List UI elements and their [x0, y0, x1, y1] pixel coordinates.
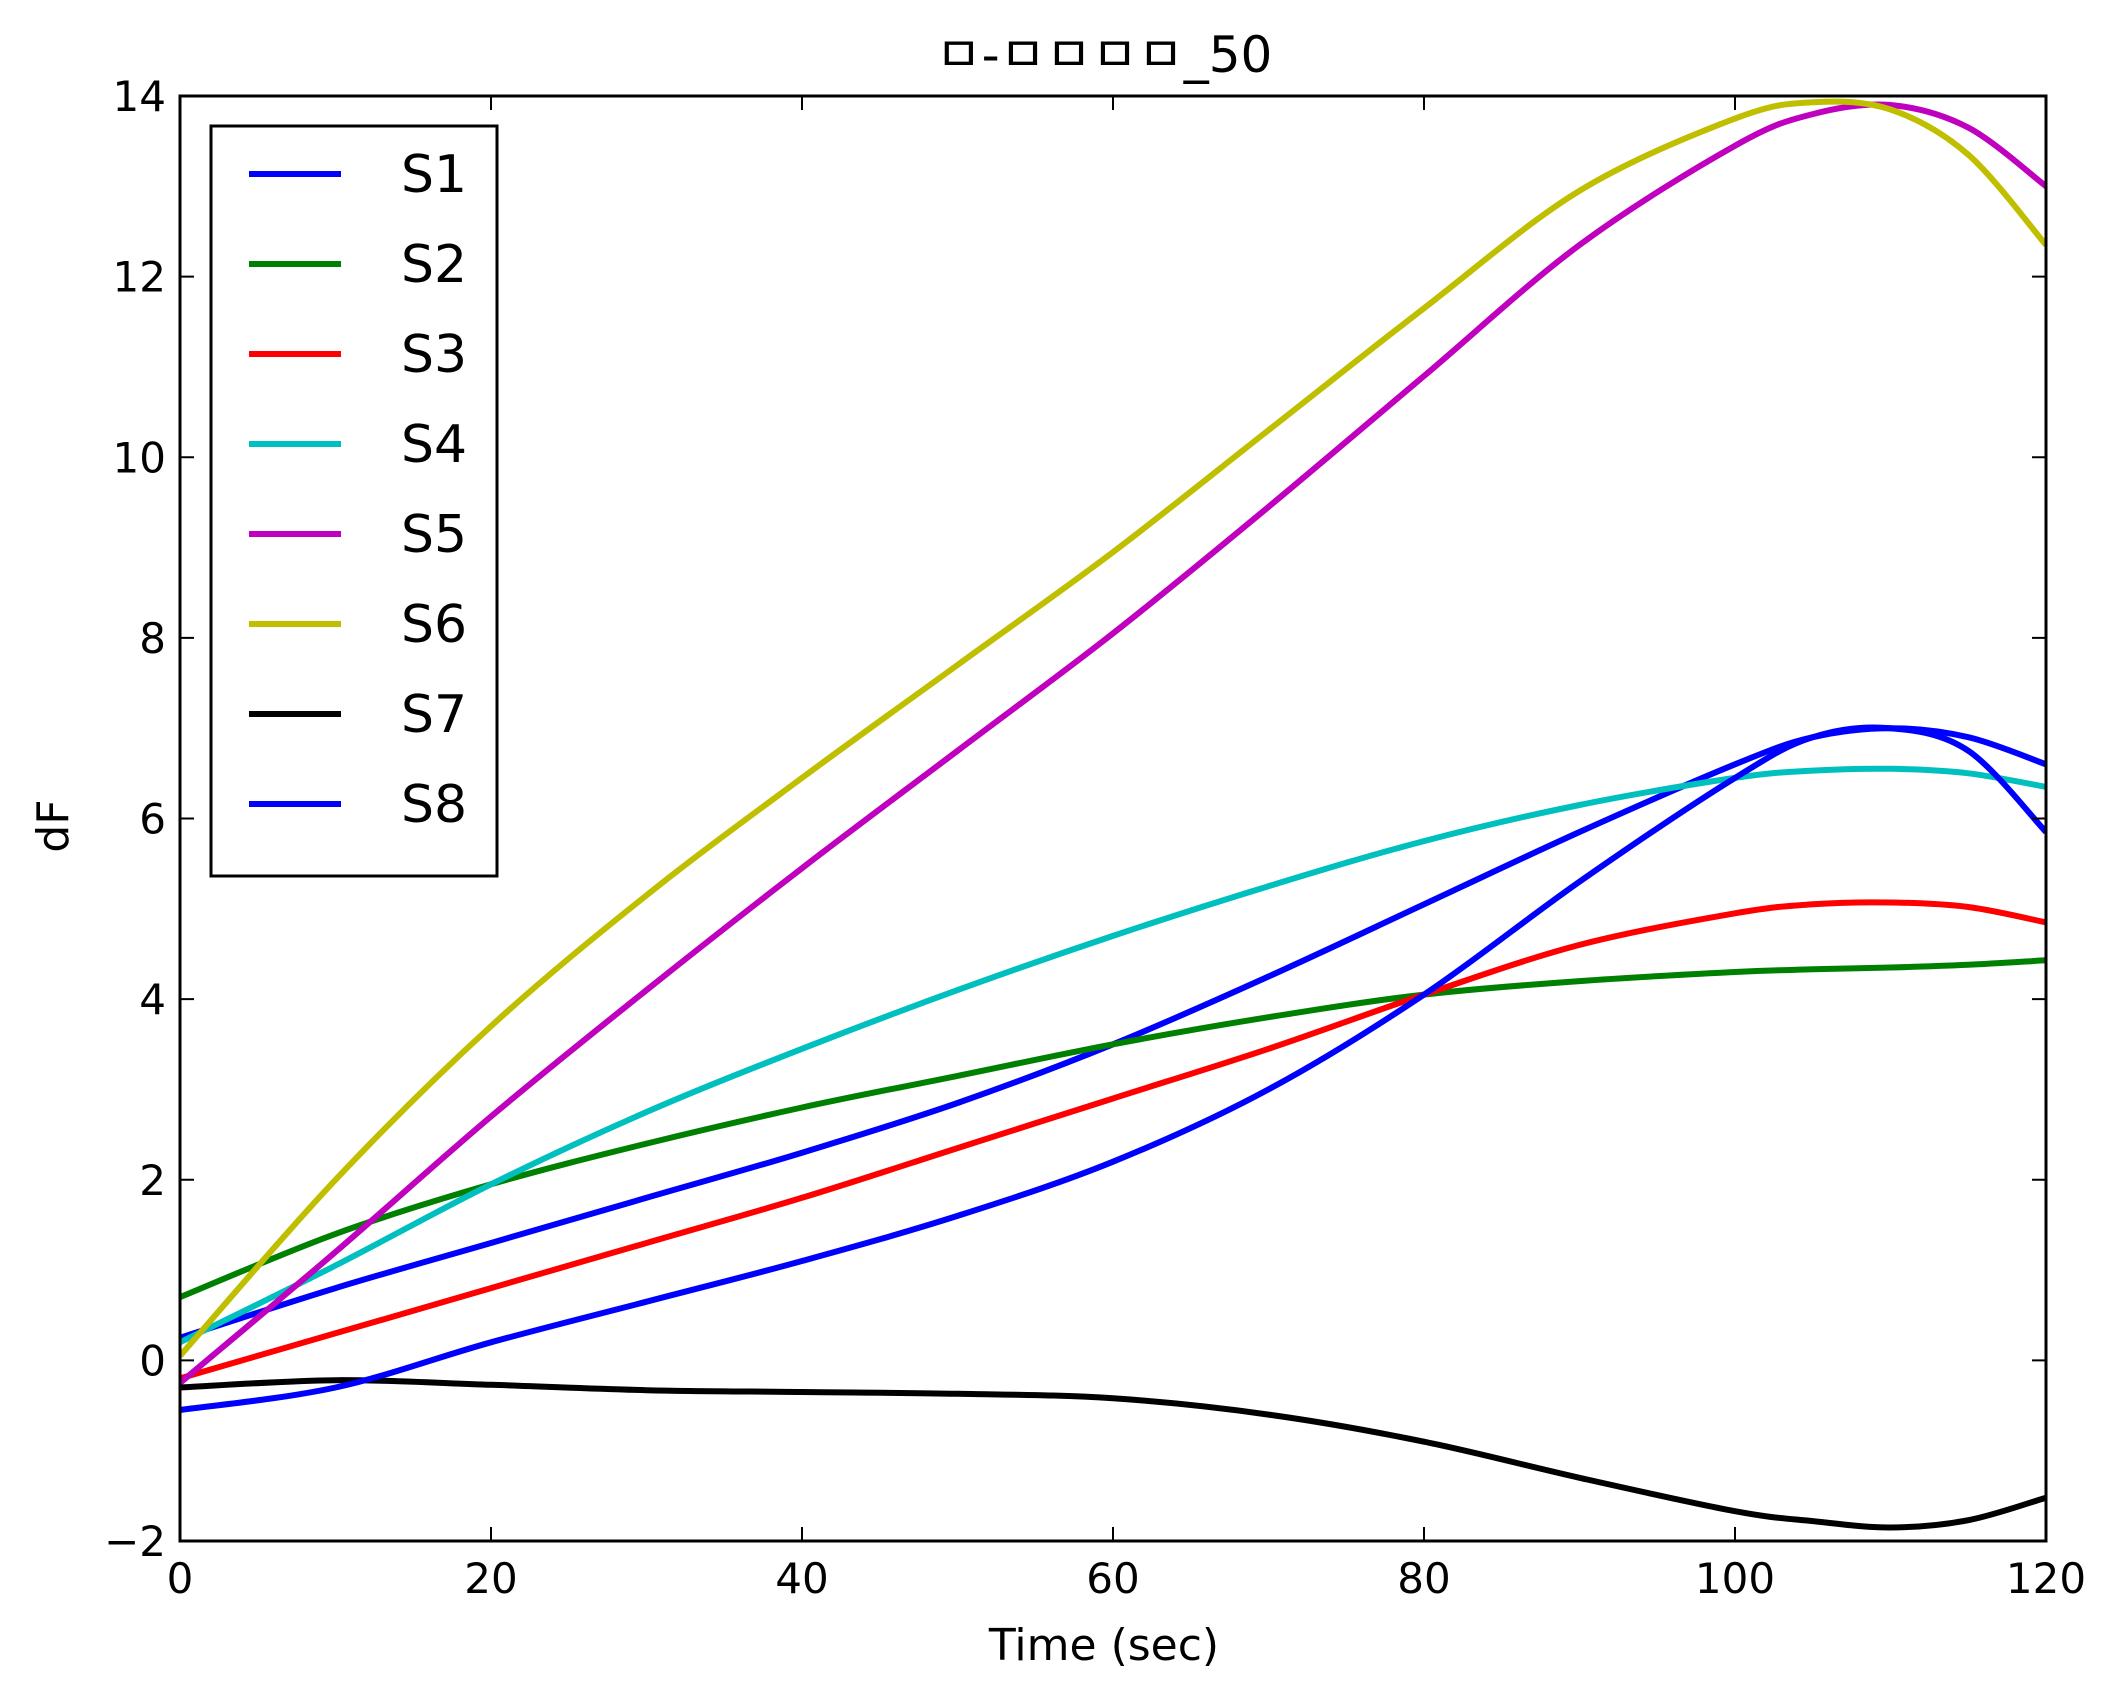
series-line-s5	[180, 101, 2046, 1386]
chart-title: ㅁ-ㅁㅁㅁㅁ_50	[936, 26, 1273, 84]
y-tick-label: −2	[104, 1517, 166, 1566]
series-layer	[180, 98, 2046, 1531]
x-tick-label: 0	[167, 1554, 194, 1603]
x-tick-label: 100	[1695, 1554, 1775, 1603]
series-line-s6	[180, 98, 2046, 1358]
legend-label-s1: S1	[401, 145, 467, 205]
x-tick-label: 60	[1086, 1554, 1139, 1603]
legend-label-s4: S4	[401, 415, 467, 475]
legend-label-s7: S7	[401, 685, 467, 745]
plot-area-frame	[178, 94, 2048, 1543]
series-line-s8	[180, 724, 2046, 1413]
y-tick-label: 4	[139, 975, 166, 1024]
x-tick-label: 20	[464, 1554, 517, 1603]
series-line-s4	[180, 765, 2046, 1345]
y-tick-label: 14	[113, 72, 166, 121]
x-tick-label: 80	[1397, 1554, 1450, 1603]
y-tick-label: 10	[113, 433, 166, 482]
legend-label-s2: S2	[401, 235, 467, 295]
legend-label-s3: S3	[401, 325, 467, 385]
y-tick-label: 12	[113, 253, 166, 302]
legend-label-s8: S8	[401, 775, 467, 835]
legend-box	[209, 124, 499, 878]
x-axis-label: Time (sec)	[988, 1620, 1219, 1671]
x-tick-label: 120	[2006, 1554, 2086, 1603]
legend-label-s6: S6	[401, 595, 467, 655]
y-axis-label: dF	[28, 799, 79, 852]
legend-label-s5: S5	[401, 505, 467, 565]
y-tick-label: 0	[139, 1336, 166, 1385]
x-tick-label: 40	[775, 1554, 828, 1603]
series-line-s3	[180, 899, 2046, 1382]
y-tick-label: 2	[139, 1156, 166, 1205]
y-tick-label: 6	[139, 795, 166, 844]
y-tick-label: 8	[139, 614, 166, 663]
series-line-s7	[180, 1377, 2046, 1531]
legend: S1 S2 S3 S4 S5 S6 S7 S8	[209, 124, 499, 878]
